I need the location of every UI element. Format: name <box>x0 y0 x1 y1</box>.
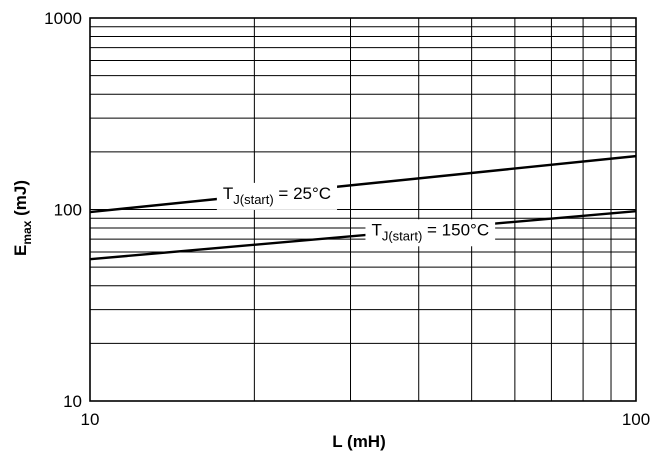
x-axis-title: L (mH) <box>332 432 386 451</box>
series-label-main: T <box>371 220 381 239</box>
y-axis-title: Emax (mJ) <box>11 180 34 256</box>
series-line-0 <box>89 154 637 214</box>
plot-frame <box>89 17 637 402</box>
series-label-main: T <box>223 184 233 203</box>
grid <box>90 18 636 401</box>
y-tick-label: 1000 <box>44 9 82 28</box>
series-label-sub: J(start) <box>233 192 273 207</box>
x-tick-label: 100 <box>622 410 650 429</box>
series-label-rest: = 25°C <box>274 184 331 203</box>
tick-labels: 10 100 10 100 1000 <box>44 9 650 429</box>
series-label-rest: = 150°C <box>422 220 489 239</box>
series-label-group-1: TJ(start) = 150°C <box>365 219 496 247</box>
y-axis-title-unit: (mJ) <box>11 180 30 221</box>
y-tick-label: 100 <box>54 201 82 220</box>
series-label-group-0: TJ(start) = 25°C <box>216 182 338 210</box>
series-line-1 <box>89 209 637 261</box>
series-lines <box>89 154 637 261</box>
x-tick-label: 10 <box>81 410 100 429</box>
series-label-bg <box>365 219 496 247</box>
y-tick-label: 10 <box>63 392 82 411</box>
y-axis-title-main: E <box>11 245 30 256</box>
y-axis-title-sub: max <box>20 220 34 244</box>
series-labels: TJ(start) = 25°CTJ(start) = 150°C <box>216 182 496 247</box>
series-label-bg <box>216 182 338 210</box>
series-label-sub: J(start) <box>382 228 422 243</box>
series-label-0: TJ(start) = 25°C <box>223 184 331 207</box>
series-label-1: TJ(start) = 150°C <box>371 220 489 243</box>
